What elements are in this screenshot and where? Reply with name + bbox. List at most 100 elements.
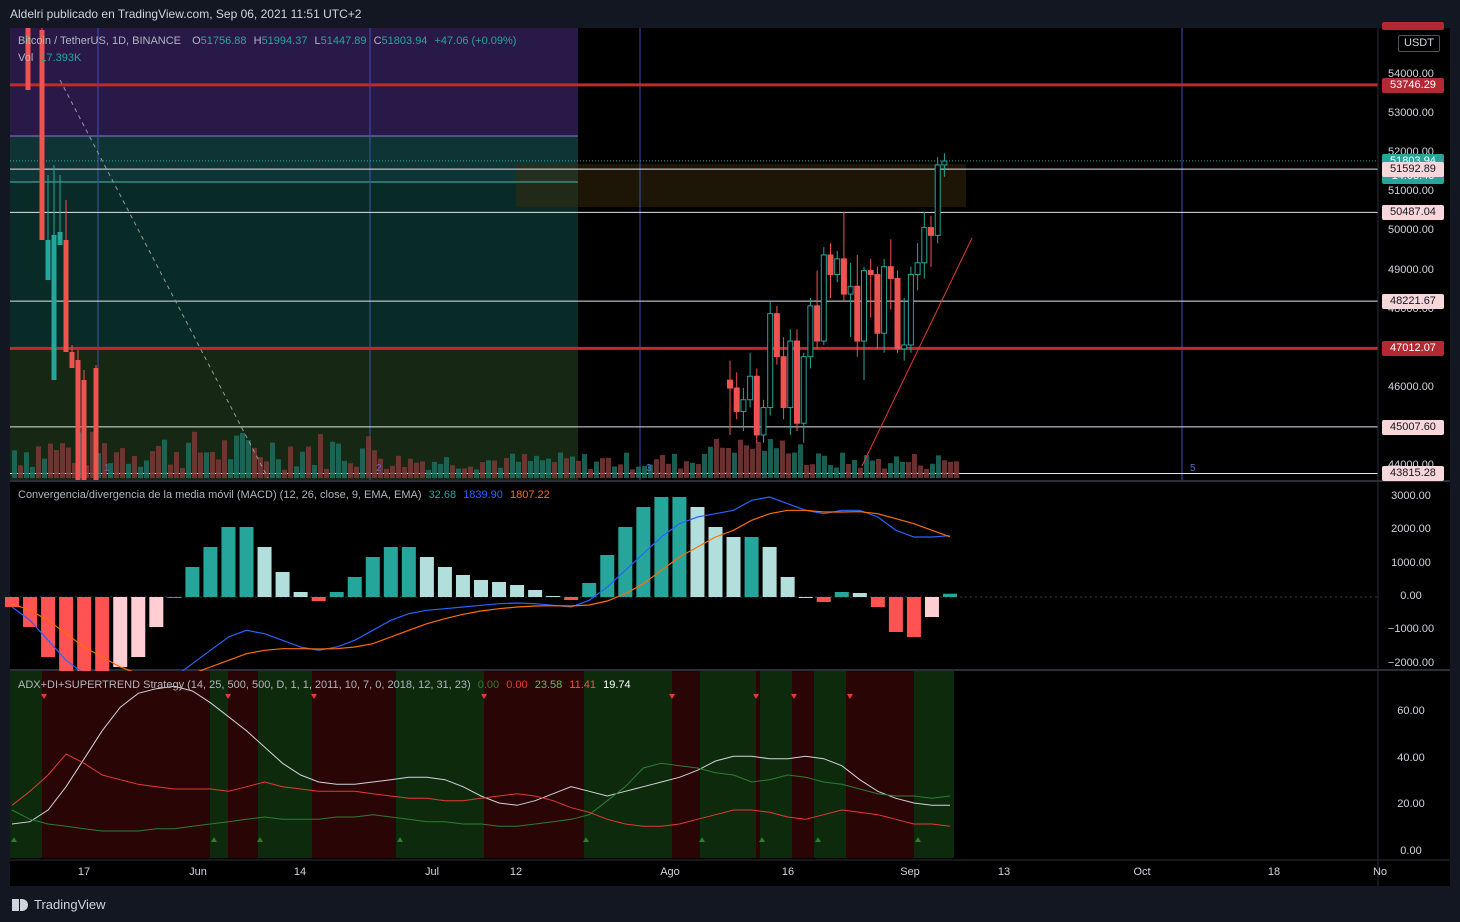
adx-band: [792, 671, 814, 858]
volume-bar: [576, 460, 581, 478]
main-legend[interactable]: Bitcoin / TetherUS, 1D, BINANCE O51756.8…: [18, 35, 516, 47]
volume-bar: [150, 451, 155, 478]
macd-histogram-bar: [618, 527, 633, 597]
volume-bar: [558, 452, 563, 478]
volume-bar: [768, 439, 773, 478]
volume-bar: [894, 456, 899, 478]
volume-bar: [552, 462, 557, 478]
volume-bar: [840, 452, 845, 478]
marker-label: 3: [646, 463, 652, 474]
candle-body: [780, 356, 787, 409]
volume-bar: [240, 432, 245, 478]
volume-legend[interactable]: Vol 17.393K: [18, 52, 81, 64]
volume-label: Vol: [18, 52, 34, 64]
volume-bar: [264, 461, 269, 478]
volume-bar: [780, 440, 785, 478]
date-tick-label: 16: [781, 866, 795, 878]
volume-bar: [294, 466, 299, 478]
tradingview-logo-icon: [12, 898, 28, 911]
macd-title: Convergencia/divergencia de la media móv…: [18, 489, 422, 501]
adx-band: [42, 671, 210, 858]
marker-label: 2: [376, 463, 382, 474]
volume-bar: [246, 440, 251, 478]
volume-bar: [930, 463, 935, 478]
adx-band: [814, 671, 846, 858]
macd-histogram-bar: [510, 585, 525, 597]
candle-body: [81, 380, 87, 480]
date-tick-label: 12: [509, 866, 523, 878]
macd-histogram-bar: [474, 580, 488, 597]
volume-bar: [276, 459, 281, 478]
zone-orange: [516, 164, 966, 207]
volume-bar: [222, 440, 227, 478]
date-tick-label: Jul: [424, 866, 440, 878]
volume-bar: [18, 465, 23, 478]
marker-label: 5: [1190, 463, 1196, 474]
adx-band: [312, 671, 396, 858]
tradingview-logo[interactable]: TradingView: [12, 897, 106, 912]
top-bar: Aldelri publicado en TradingView.com, Se…: [0, 0, 1460, 28]
trend-line-dashed[interactable]: [59, 79, 269, 479]
volume-bar: [168, 464, 173, 478]
candle-body: [747, 375, 754, 401]
volume-bar: [666, 463, 671, 478]
volume-bar: [354, 466, 359, 478]
volume-bar: [720, 447, 725, 478]
macd-tick-label: 0.00: [1400, 590, 1422, 602]
candle-body: [928, 227, 934, 236]
volume-bar: [366, 436, 371, 478]
volume-bar: [414, 462, 419, 478]
adx-band: [584, 671, 672, 858]
macd-histogram-bar: [239, 527, 254, 597]
candle-body: [63, 240, 69, 352]
volume-bar: [792, 452, 797, 478]
trend-line-red[interactable]: [861, 237, 973, 467]
macd-histogram-bar: [329, 592, 344, 597]
volume-bar: [348, 463, 353, 478]
candle-body: [901, 344, 908, 350]
volume-bar: [774, 448, 779, 478]
macd-histogram-bar: [347, 577, 362, 597]
low-value: 51447.89: [320, 35, 367, 47]
macd-histogram-bar: [906, 597, 921, 637]
volume-bar: [432, 461, 437, 478]
volume-bar: [108, 463, 113, 478]
macd-histogram-bar: [77, 597, 92, 677]
price-tick-label: 49000.00: [1388, 263, 1434, 276]
adx-tick-label: 20.00: [1397, 798, 1425, 811]
volume-bar: [456, 468, 461, 478]
volume-value: 17.393K: [40, 52, 82, 64]
candle-body: [840, 258, 847, 295]
volume-bar: [900, 461, 905, 478]
volume-bar: [372, 450, 377, 478]
adx-band: [760, 671, 792, 858]
candle-body: [773, 313, 780, 358]
close-label: C: [373, 35, 382, 47]
volume-bar: [36, 446, 41, 478]
adx-legend[interactable]: ADX+DI+SUPERTREND Strategy (14, 25, 500,…: [18, 679, 631, 691]
volume-bar: [252, 447, 257, 478]
price-tick-label: 46000.00: [1388, 381, 1434, 393]
macd-histogram-bar: [419, 557, 434, 597]
currency-badge[interactable]: USDT: [1398, 35, 1440, 52]
macd-legend[interactable]: Convergencia/divergencia de la media móv…: [18, 489, 550, 501]
volume-bar: [312, 464, 317, 478]
macd-tick-label: −1000.00: [1387, 623, 1435, 636]
volume-bar: [138, 466, 143, 478]
adx-band: [914, 671, 954, 858]
adx-tick-label: 0.00: [1400, 845, 1422, 857]
date-tick-label: No: [1372, 866, 1388, 878]
date-tick-label: Ago: [660, 866, 680, 878]
zone-purple: [10, 28, 578, 136]
buy-arrow: [815, 837, 821, 842]
volume-bar: [654, 459, 659, 478]
volume-bar: [120, 448, 125, 478]
volume-bar: [114, 452, 119, 478]
buy-arrow: [915, 837, 921, 842]
volume-bar: [204, 452, 209, 478]
volume-bar: [132, 455, 137, 478]
candle-body: [820, 254, 827, 342]
macd-histogram-bar: [834, 592, 849, 597]
volume-bar: [318, 434, 323, 478]
